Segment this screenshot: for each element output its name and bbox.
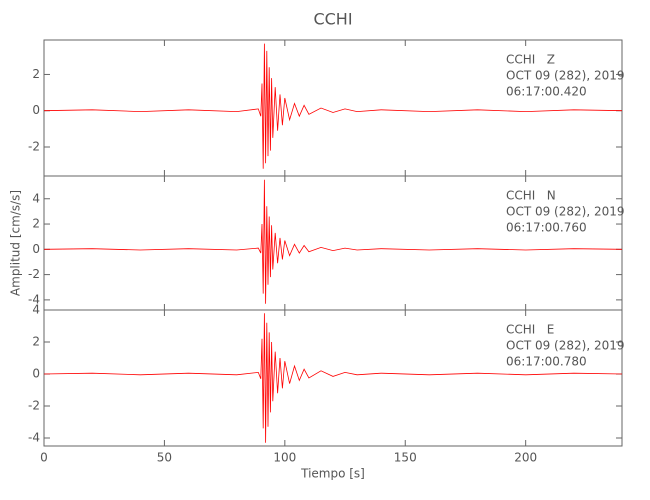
annotation: 06:17:00.420 [506, 85, 587, 99]
y-tick-label: -4 [28, 292, 40, 306]
x-tick-label: 150 [394, 451, 417, 465]
y-axis-label: Amplitud [cm/s/s] [9, 190, 23, 296]
x-tick-label: 50 [157, 451, 172, 465]
y-tick-label: 0 [32, 103, 40, 117]
annotation: CCHI E [506, 323, 554, 337]
annotation: CCHI N [506, 189, 556, 203]
y-tick-label: -4 [28, 431, 40, 445]
y-tick-label: 0 [32, 367, 40, 381]
waveform [43, 179, 623, 304]
y-tick-label: -2 [28, 267, 40, 281]
x-tick-label: 200 [514, 451, 537, 465]
y-tick-label: 4 [32, 191, 40, 205]
annotation: OCT 09 (282), 2019 [506, 339, 625, 353]
waveform [43, 43, 623, 169]
y-tick-label: 0 [32, 242, 40, 256]
annotation: 06:17:00.780 [506, 355, 587, 369]
waveform [43, 313, 623, 443]
y-tick-label: -2 [28, 139, 40, 153]
x-axis-label: Tiempo [s] [300, 467, 365, 481]
annotation: CCHI Z [506, 53, 555, 67]
panel-frame [43, 309, 623, 447]
annotation: OCT 09 (282), 2019 [506, 69, 625, 83]
chart-title: CCHI [313, 10, 352, 29]
y-tick-label: -2 [28, 399, 40, 413]
y-tick-label: 2 [32, 217, 40, 231]
y-tick-label: 2 [32, 335, 40, 349]
y-tick-label: 2 [32, 67, 40, 81]
annotation: OCT 09 (282), 2019 [506, 205, 625, 219]
annotation: 06:17:00.760 [506, 221, 587, 235]
y-tick-label: 4 [32, 303, 40, 317]
x-tick-label: 0 [40, 451, 48, 465]
x-tick-label: 100 [273, 451, 296, 465]
